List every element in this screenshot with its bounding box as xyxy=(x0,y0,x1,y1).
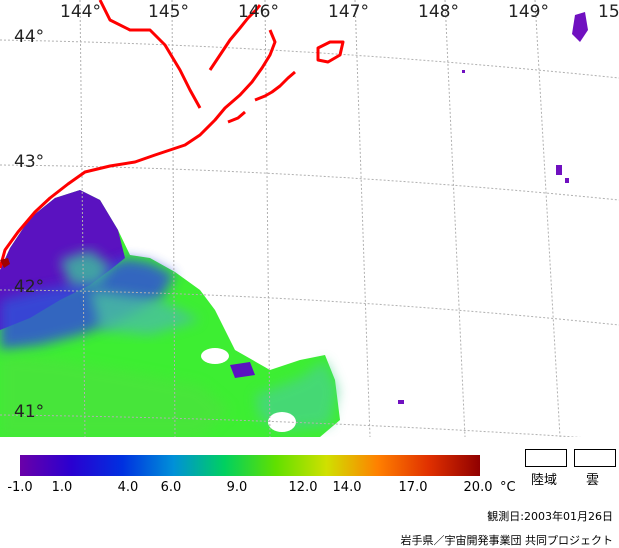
sea-surface-temperature-map xyxy=(0,0,619,437)
temperature-colorbar xyxy=(20,455,480,476)
colorbar-tick: 14.0 xyxy=(332,480,362,495)
latitude-label: 44° xyxy=(14,27,45,47)
longitude-label: 148° xyxy=(418,2,459,22)
longitude-label: 144° xyxy=(60,2,101,22)
longitude-label: 149° xyxy=(508,2,549,22)
colorbar-tick: 20.0 xyxy=(463,480,493,495)
latitude-label: 41° xyxy=(14,402,45,422)
observation-date: 観測日:2003年01月26日 xyxy=(487,510,613,523)
temperature-field xyxy=(0,12,588,437)
land-legend-label: 陸域 xyxy=(531,473,558,488)
colorbar-tick: 9.0 xyxy=(226,480,248,495)
latitude-label: 42° xyxy=(14,277,45,297)
coastline xyxy=(0,0,345,269)
colorbar-tick: 1.0 xyxy=(51,480,73,495)
colorbar-tick: 17.0 xyxy=(398,480,428,495)
longitude-label: 15 xyxy=(598,2,619,22)
cloud-legend-label: 雲 xyxy=(586,473,600,488)
longitude-label: 146° xyxy=(238,2,279,22)
graticule xyxy=(0,0,619,437)
colorbar-tick: -1.0 xyxy=(7,480,33,495)
credit-line: 岩手県／宇宙開発事業団 共同プロジェクト xyxy=(400,534,614,547)
land-legend-swatch xyxy=(525,449,567,467)
colorbar-tick: 12.0 xyxy=(288,480,318,495)
latitude-label: 43° xyxy=(14,152,45,172)
cloud-legend-swatch xyxy=(574,449,616,467)
longitude-label: 145° xyxy=(148,2,189,22)
longitude-label: 147° xyxy=(328,2,369,22)
colorbar-tick: 6.0 xyxy=(160,480,182,495)
colorbar-unit: °C xyxy=(500,480,516,495)
colorbar-tick: 4.0 xyxy=(117,480,139,495)
